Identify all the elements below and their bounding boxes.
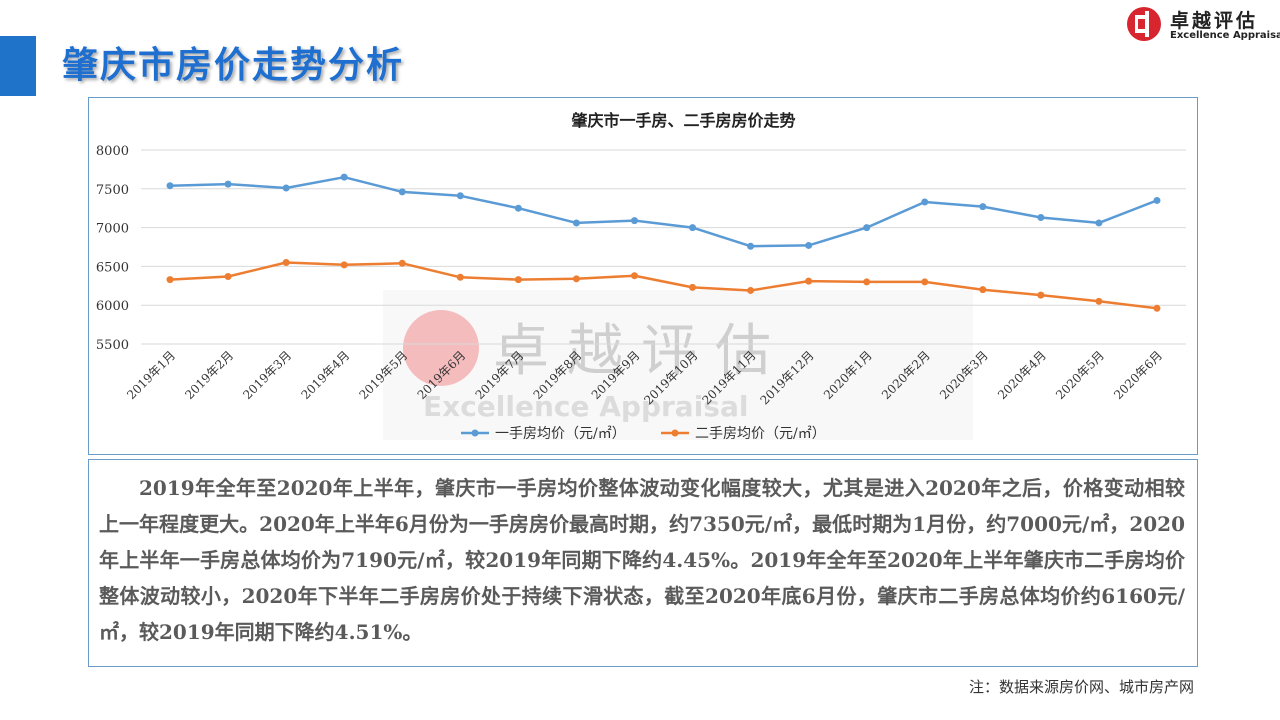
series-1-point bbox=[979, 203, 987, 211]
x-tick-label: 2020年6月 bbox=[1111, 348, 1165, 402]
watermark-logo-icon bbox=[403, 310, 479, 386]
x-tick-label: 2019年1月 bbox=[124, 348, 178, 402]
y-tick-label: 7500 bbox=[96, 183, 129, 198]
series-2-point bbox=[398, 259, 406, 267]
series-2-point bbox=[979, 286, 987, 294]
series-2-point bbox=[514, 276, 522, 284]
series-2-point bbox=[282, 259, 290, 267]
company-logo: 卓越评估 Excellence Appraisal bbox=[1126, 4, 1280, 44]
y-tick-label: 6500 bbox=[96, 260, 129, 275]
series-1-point bbox=[747, 242, 755, 250]
x-tick-label: 2020年5月 bbox=[1053, 348, 1107, 402]
series-1-point bbox=[514, 204, 522, 212]
title-accent-bar bbox=[0, 36, 36, 96]
legend-marker-1 bbox=[471, 429, 479, 437]
y-tick-label: 5500 bbox=[96, 338, 129, 353]
analysis-paragraph: 2019年全年至2020年上半年，肇庆市一手房均价整体波动变化幅度较大，尤其是进… bbox=[99, 476, 1185, 644]
series-1-point bbox=[805, 241, 813, 249]
x-tick-label: 2020年4月 bbox=[995, 348, 1049, 402]
series-2-point bbox=[224, 272, 232, 280]
series-2-point bbox=[572, 275, 580, 283]
watermark-chinese-text: 卓越评估 bbox=[493, 319, 789, 384]
data-source-note: 注：数据来源房价网、城市房产网 bbox=[968, 678, 1194, 696]
series-2-point bbox=[340, 261, 348, 269]
series-1-point bbox=[572, 219, 580, 227]
series-1-point bbox=[1037, 214, 1045, 222]
series-2-point bbox=[863, 278, 871, 286]
legend-marker-2 bbox=[671, 429, 679, 437]
series-1-point bbox=[224, 180, 232, 188]
series-1-point bbox=[398, 188, 406, 196]
y-tick-label: 8000 bbox=[96, 144, 129, 159]
x-tick-label: 2019年3月 bbox=[240, 348, 294, 402]
legend-label-1: 一手房均价（元/㎡） bbox=[495, 426, 626, 442]
series-1-point bbox=[1153, 196, 1161, 204]
legend-label-2: 二手房均价（元/㎡） bbox=[695, 426, 826, 442]
series-1-point bbox=[630, 217, 638, 225]
watermark-background bbox=[383, 290, 973, 440]
analysis-text-box: 2019年全年至2020年上半年，肇庆市一手房均价整体波动变化幅度较大，尤其是进… bbox=[88, 459, 1198, 667]
watermark-english-text: Excellence Appraisal bbox=[423, 390, 748, 423]
y-tick-label: 7000 bbox=[96, 222, 129, 237]
chart-title: 肇庆市一手房、二手房房价走势 bbox=[570, 111, 795, 130]
series-1-point bbox=[166, 182, 174, 190]
series-2-point bbox=[921, 278, 929, 286]
series-1-point bbox=[863, 224, 871, 232]
series-2-point bbox=[805, 277, 813, 285]
page-title: 肇庆市房价走势分析 bbox=[62, 45, 405, 86]
series-2-point bbox=[689, 283, 697, 291]
series-2-point bbox=[1037, 291, 1045, 299]
x-tick-label: 2019年4月 bbox=[298, 348, 352, 402]
series-2-point bbox=[747, 286, 755, 294]
series-2-point bbox=[456, 273, 464, 281]
series-1-point bbox=[282, 184, 290, 192]
price-trend-chart: 肇庆市一手房、二手房房价走势卓越评估 Excellence Appraisal 55… bbox=[88, 97, 1198, 455]
logo-english-text: Excellence Appraisal bbox=[1170, 30, 1280, 41]
series-2-point bbox=[630, 272, 638, 280]
logo-mark-icon bbox=[1127, 7, 1161, 41]
x-tick-label: 2019年2月 bbox=[182, 348, 236, 402]
series-1-point bbox=[456, 192, 464, 200]
series-1-point bbox=[1095, 219, 1103, 227]
series-2-point bbox=[1153, 304, 1161, 312]
series-line-1 bbox=[169, 175, 1158, 248]
series-1-point bbox=[689, 224, 697, 232]
series-1-point bbox=[340, 173, 348, 181]
series-1-point bbox=[921, 198, 929, 206]
logo-chinese-text: 卓越评估 bbox=[1170, 10, 1259, 32]
series-2-point bbox=[1095, 297, 1103, 305]
series-2-point bbox=[166, 276, 174, 284]
y-tick-label: 6000 bbox=[96, 299, 129, 314]
series-line-2 bbox=[169, 261, 1158, 310]
